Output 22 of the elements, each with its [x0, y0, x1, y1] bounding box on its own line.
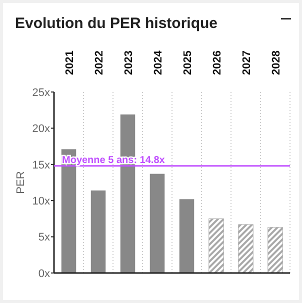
- x-tick-label: 2028: [270, 50, 282, 75]
- x-tick-label: 2021: [64, 50, 76, 75]
- y-tick-label: 0x: [38, 268, 50, 280]
- x-tick-label: 2024: [152, 50, 164, 75]
- bar: [208, 218, 224, 274]
- x-tick-label: 2026: [211, 50, 224, 75]
- bar: [238, 224, 254, 274]
- bar: [179, 199, 194, 273]
- bar: [268, 227, 283, 274]
- chart-title: Evolution du PER historique: [15, 15, 218, 32]
- bar: [150, 174, 165, 273]
- bar: [90, 190, 106, 273]
- x-tick-label: 2025: [182, 50, 194, 75]
- x-tick-label: 2027: [240, 50, 253, 75]
- y-tick-label: 25x: [32, 86, 50, 99]
- y-tick-label: 20x: [32, 123, 50, 136]
- y-axis-title: PER: [15, 171, 27, 194]
- x-tick-label: 2023: [122, 50, 135, 75]
- y-tick-label: 10x: [32, 195, 50, 208]
- y-tick-label: 5x: [38, 232, 50, 244]
- x-tick-label: 2022: [93, 50, 106, 75]
- y-tick-label: 15x: [32, 159, 50, 172]
